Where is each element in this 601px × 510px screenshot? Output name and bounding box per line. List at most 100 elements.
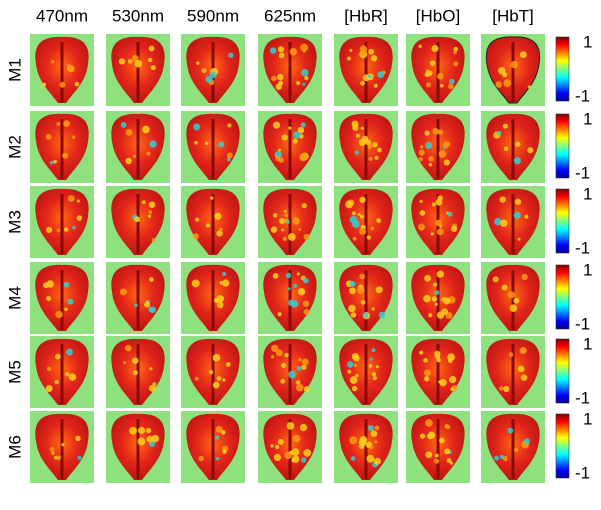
map-spot [373, 83, 378, 88]
map-spot [63, 281, 70, 288]
map-spot [514, 447, 519, 453]
map-spot [291, 448, 300, 456]
map-spot [350, 456, 356, 461]
map-spot [371, 371, 377, 377]
map-spot [288, 299, 295, 306]
map-spot [374, 440, 378, 444]
map-spot [367, 424, 374, 432]
colorbar [555, 36, 570, 102]
map-spot [149, 140, 157, 148]
map-spot [371, 348, 376, 353]
map-spot [134, 303, 138, 307]
map-spot [295, 380, 301, 385]
map-panel [30, 262, 94, 334]
map-spot [355, 373, 359, 378]
map-spot [503, 146, 509, 152]
map-spot [501, 284, 508, 291]
map-spot [152, 382, 157, 387]
map-spot [446, 458, 452, 463]
map-spot [49, 447, 55, 452]
map-spot [453, 50, 457, 55]
map-spot [218, 227, 223, 232]
map-spot [360, 80, 365, 86]
map-spot [378, 311, 386, 319]
map-spot [209, 370, 214, 375]
map-spot [441, 308, 449, 315]
map-spot [303, 277, 309, 284]
map-spot [425, 82, 432, 88]
map-panel [30, 111, 94, 183]
map-spot [368, 156, 373, 161]
map-spot [360, 300, 366, 305]
colorbar-top-label: 1 [583, 334, 592, 353]
map-spot [427, 433, 433, 440]
map-spot [434, 453, 439, 458]
colorbar-bottom-label: -1 [575, 314, 590, 333]
map-spot [288, 126, 292, 130]
map-spot [213, 297, 220, 304]
map-spot [434, 302, 438, 306]
map-spot [517, 365, 525, 373]
map-spot [439, 379, 447, 387]
map-spot [360, 126, 364, 130]
map-spot [527, 85, 532, 89]
map-spot [296, 80, 301, 86]
map-spot [359, 45, 368, 53]
map-spot [493, 277, 498, 282]
map-spot [54, 379, 59, 385]
map-spot [49, 160, 54, 165]
map-panel [334, 111, 398, 183]
map-spot [75, 435, 81, 442]
map-spot [508, 352, 514, 357]
map-spot [221, 279, 230, 287]
map-spot [269, 47, 277, 54]
map-spot [191, 279, 200, 288]
map-spot [377, 147, 382, 153]
map-spot [67, 195, 75, 203]
map-panel [258, 336, 322, 408]
column-header: 470nm [36, 6, 88, 25]
map-spot [445, 424, 451, 430]
map-spot [503, 385, 510, 392]
map-spot [428, 313, 433, 318]
map-spot [270, 226, 278, 233]
map-spot [513, 297, 520, 304]
map-spot [433, 282, 438, 287]
map-spot [148, 45, 155, 52]
map-spot [447, 83, 454, 90]
map-spot [370, 226, 375, 231]
map-spot [494, 217, 502, 226]
map-spot [435, 198, 443, 206]
colorbar [555, 188, 570, 254]
map-spot [225, 362, 231, 367]
map-panel [481, 34, 545, 106]
colorbar-bottom-label: -1 [575, 463, 590, 482]
map-spot [293, 131, 301, 139]
map-panel [406, 336, 470, 408]
map-spot [137, 426, 146, 435]
map-spot [277, 438, 284, 445]
map-spot [371, 307, 375, 311]
map-spot [499, 196, 506, 203]
map-panel [481, 262, 545, 334]
map-spot [145, 427, 152, 434]
map-spot [141, 200, 146, 205]
map-spot [300, 457, 307, 463]
map-spot [424, 130, 430, 136]
map-spot [297, 287, 306, 296]
map-spot [351, 211, 356, 216]
map-spot [375, 286, 383, 294]
map-spot [215, 425, 223, 433]
map-spot [520, 374, 528, 381]
map-spot [216, 230, 223, 237]
map-spot [148, 210, 152, 214]
map-panel [106, 262, 170, 334]
map-panel [181, 411, 245, 483]
map-spot [297, 126, 305, 134]
map-spot [428, 163, 433, 167]
map-spot [350, 312, 357, 318]
map-spot [431, 202, 436, 207]
colorbar-top-label: 1 [583, 260, 592, 279]
map-spot [118, 58, 126, 65]
